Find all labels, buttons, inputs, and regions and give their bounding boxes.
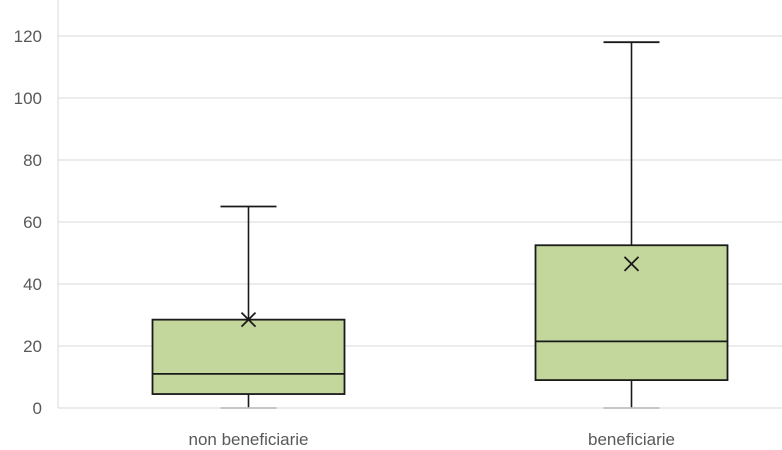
y-tick-label-0: 0 <box>33 399 42 418</box>
y-tick-label-60: 60 <box>23 213 42 232</box>
box-series <box>151 41 729 409</box>
mean-marker-b <box>623 256 640 272</box>
box-beneficiarie <box>534 41 729 409</box>
y-tick-label-40: 40 <box>23 275 42 294</box>
y-tick-label-20: 20 <box>23 337 42 356</box>
iqr-box <box>151 318 346 395</box>
y-tick-label-100: 100 <box>14 89 42 108</box>
x-axis-category-labels: non beneficiarie beneficiarie <box>188 430 674 449</box>
y-tick-label-80: 80 <box>23 151 42 170</box>
box-non-beneficiarie <box>151 205 346 409</box>
mean-marker-b <box>240 312 257 328</box>
y-axis-tick-labels: 0 20 40 60 80 100 120 <box>14 27 42 418</box>
iqr-box <box>534 244 729 382</box>
x-category-label-1: beneficiarie <box>588 430 675 449</box>
y-tick-label-120: 120 <box>14 27 42 46</box>
x-category-label-0: non beneficiarie <box>188 430 308 449</box>
